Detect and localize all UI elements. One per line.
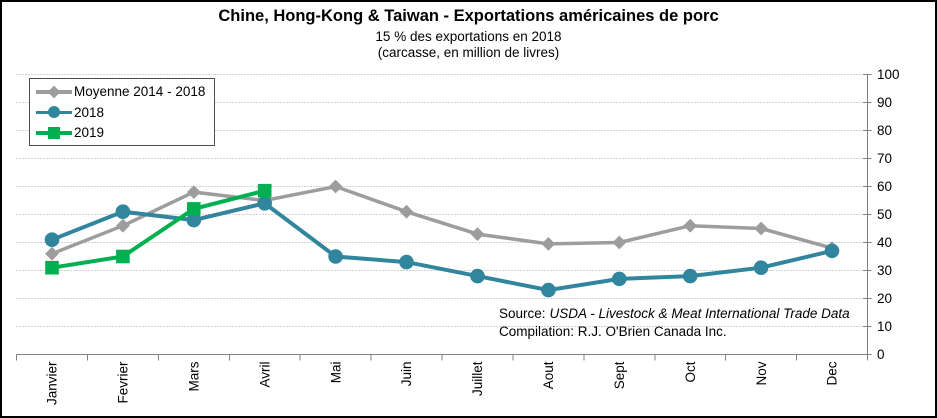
svg-text:Mars: Mars: [187, 361, 202, 391]
source-label: Source:: [499, 306, 546, 321]
svg-text:50: 50: [877, 207, 892, 222]
svg-text:Juillet: Juillet: [470, 361, 485, 396]
legend-item-2018: 2018: [36, 102, 208, 122]
square-marker-icon: [36, 125, 72, 141]
chart-subtitle-2: (carcasse, en million de livres): [377, 45, 560, 60]
svg-text:30: 30: [877, 263, 892, 278]
source-reference: USDA - Livestock & Meat International Tr…: [549, 306, 850, 321]
legend-label-2018: 2018: [74, 104, 105, 120]
legend-item-moyenne: Moyenne 2014 - 2018: [36, 82, 208, 102]
svg-text:Juin: Juin: [399, 362, 414, 387]
svg-text:Aout: Aout: [541, 361, 556, 389]
chart-title: Chine, Hong-Kong & Taiwan - Exportations…: [218, 7, 719, 25]
svg-text:20: 20: [877, 291, 892, 306]
legend-item-2019: 2019: [36, 123, 208, 143]
y-axis-labels: 0 10 20 30 40 50 60 70 80 90 100: [877, 67, 900, 362]
svg-text:60: 60: [877, 179, 892, 194]
x-axis-labels: Janvier Fevrier Mars Avril Mai Juin Juillet Aou…: [45, 361, 840, 405]
source-block: Source: USDA - Livestock & Meat Internati…: [499, 305, 850, 340]
svg-text:Nov: Nov: [754, 361, 769, 385]
svg-text:Sept: Sept: [612, 361, 627, 389]
svg-text:Avril: Avril: [257, 362, 272, 388]
axes: [16, 74, 872, 361]
svg-text:90: 90: [877, 95, 892, 110]
chart-legend: Moyenne 2014 - 2018 2018 2019: [29, 78, 215, 146]
series-0: [45, 179, 839, 261]
svg-text:Fevrier: Fevrier: [116, 361, 131, 404]
svg-text:40: 40: [877, 235, 892, 250]
series-2: [45, 183, 272, 275]
svg-text:10: 10: [877, 319, 892, 334]
svg-text:80: 80: [877, 123, 892, 138]
circle-marker-icon: [36, 104, 72, 120]
svg-text:Mai: Mai: [328, 362, 343, 384]
svg-text:Janvier: Janvier: [45, 361, 60, 405]
series-1: [44, 196, 840, 298]
svg-text:100: 100: [877, 67, 900, 82]
compilation-line: Compilation: R.J. O'Brien Canada Inc.: [499, 323, 727, 339]
svg-text:Dec: Dec: [825, 361, 840, 385]
diamond-marker-icon: [36, 84, 72, 100]
legend-label-moyenne: Moyenne 2014 - 2018: [74, 84, 206, 99]
legend-label-2019: 2019: [74, 125, 105, 140]
svg-text:70: 70: [877, 151, 892, 166]
svg-text:0: 0: [877, 347, 885, 362]
source-line: Source: USDA - Livestock & Meat Internati…: [499, 305, 850, 323]
chart-subtitle-1: 15 % des exportations en 2018: [375, 29, 562, 44]
svg-text:Oct: Oct: [683, 361, 698, 382]
